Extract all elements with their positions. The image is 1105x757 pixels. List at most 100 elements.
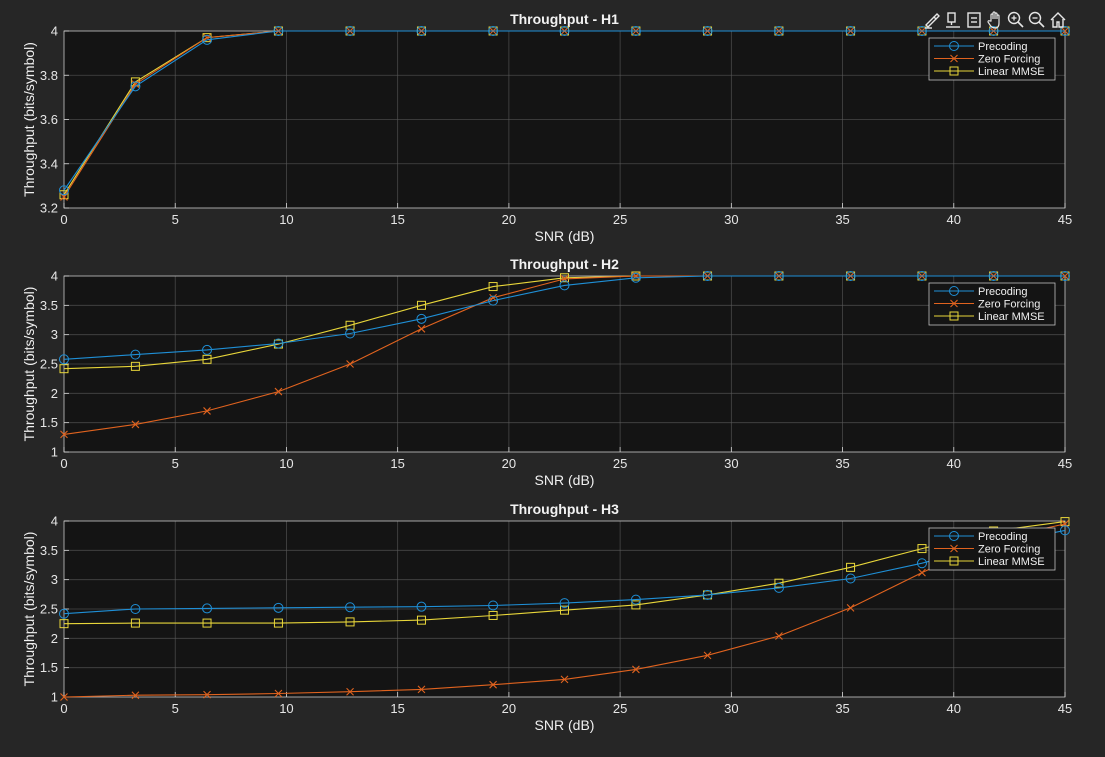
data-point (346, 360, 354, 368)
data-point (559, 280, 570, 291)
legend-marker (949, 311, 959, 321)
data-point (416, 313, 427, 324)
brush-icon[interactable] (922, 10, 942, 30)
data-point (775, 632, 783, 640)
x-tick-label: 15 (390, 456, 404, 471)
x-tick-label: 10 (279, 701, 293, 716)
y-tick-label: 2.5 (40, 602, 58, 617)
legend-entry: Zero Forcing (934, 299, 1040, 311)
data-point (202, 34, 213, 45)
data-point (1060, 26, 1070, 36)
data-point (345, 26, 356, 36)
y-tick-label: 1.5 (40, 660, 58, 675)
data-point (702, 271, 713, 281)
data-point (130, 618, 140, 628)
data-point (131, 691, 140, 700)
y-axis-label: Throughput (bits/symbol) (21, 532, 37, 687)
data-point (988, 271, 999, 281)
pan-icon[interactable] (985, 10, 1005, 30)
data-point (488, 600, 499, 611)
data-point (916, 26, 927, 36)
x-tick-label: 20 (502, 701, 516, 716)
y-tick-label: 3.6 (40, 112, 58, 127)
axes-panel-1: 0 5 10 15 20 25 30 35 40 45 3.2 3.4 3.6 3.8 4 Throughpu… (21, 11, 1072, 244)
y-tick-label: 3 (51, 572, 58, 587)
data-tips-icon[interactable] (943, 10, 963, 30)
x-tick-label: 40 (947, 456, 961, 471)
x-tick-label: 10 (279, 212, 293, 227)
data-point (345, 602, 356, 613)
zoom-out-icon[interactable] (1027, 10, 1047, 30)
x-tick-label: 30 (724, 212, 738, 227)
x-tick-label: 0 (60, 212, 67, 227)
data-point (273, 602, 284, 613)
y-tick-label: 2.5 (40, 357, 58, 372)
data-point (630, 26, 641, 36)
y-tick-label: 3.5 (40, 298, 58, 313)
data-point (346, 687, 354, 696)
y-tick-label: 3 (51, 327, 58, 342)
restore-view-icon[interactable] (964, 10, 984, 30)
data-point (345, 328, 356, 339)
data-point (59, 619, 69, 629)
data-point (702, 589, 713, 600)
x-tick-label: 5 (172, 701, 179, 716)
legend-entry: Zero Forcing (934, 54, 1040, 66)
y-tick-label: 3.8 (40, 68, 58, 83)
legend-label: Zero Forcing (978, 299, 1040, 311)
axes-panel-3: 0 5 10 15 20 25 30 35 40 45 1 1.5 2 2.5 3 3.5 4 Throughpu… (21, 501, 1072, 733)
x-tick-label: 40 (947, 212, 961, 227)
x-tick-label: 35 (835, 212, 849, 227)
series-line (63, 30, 1065, 191)
data-point (416, 26, 427, 36)
x-tick-label: 20 (502, 212, 516, 227)
x-tick-label: 5 (172, 212, 179, 227)
x-tick-label: 30 (724, 456, 738, 471)
x-axis-label: SNR (dB) (535, 472, 595, 488)
x-tick-label: 45 (1058, 701, 1072, 716)
series-line (63, 529, 1066, 615)
legend-marker (950, 299, 958, 308)
legend-marker (950, 544, 958, 553)
data-point (559, 26, 570, 36)
data-point (59, 364, 69, 374)
series-precoding (59, 271, 1070, 365)
data-point (631, 600, 641, 610)
data-point (131, 80, 140, 88)
zoom-in-icon[interactable] (1006, 10, 1026, 30)
data-point (417, 324, 426, 333)
data-point (559, 598, 570, 609)
data-point (59, 608, 69, 619)
x-tick-label: 25 (613, 701, 627, 716)
x-axis-label: SNR (dB) (535, 228, 595, 244)
data-point (274, 689, 283, 698)
data-point (202, 618, 212, 628)
home-icon[interactable] (1048, 10, 1068, 30)
data-point (560, 605, 569, 615)
data-point (203, 690, 211, 699)
y-tick-label: 3.4 (40, 156, 58, 171)
legend-marker (949, 286, 959, 296)
y-tick-label: 4 (51, 24, 58, 39)
x-tick-label: 15 (390, 701, 404, 716)
series-line (63, 275, 1065, 360)
y-axis-label: Throughput (bits/symbol) (21, 42, 37, 197)
x-tick-label: 5 (172, 456, 179, 471)
data-point (560, 273, 569, 283)
y-tick-label: 1 (51, 690, 58, 705)
data-point (60, 430, 68, 439)
legend-entry: Linear MMSE (934, 311, 1045, 323)
legend-entry: Linear MMSE (934, 556, 1045, 568)
data-point (773, 582, 784, 593)
legend-label: Zero Forcing (978, 54, 1040, 66)
x-tick-label: 40 (947, 701, 961, 716)
data-point (488, 282, 498, 292)
data-point (416, 300, 426, 310)
data-point (988, 26, 999, 36)
data-point (273, 338, 284, 349)
y-tick-label: 2 (51, 386, 58, 401)
y-tick-label: 1 (51, 445, 58, 460)
x-tick-label: 0 (60, 701, 67, 716)
y-tick-label: 4 (51, 514, 58, 529)
